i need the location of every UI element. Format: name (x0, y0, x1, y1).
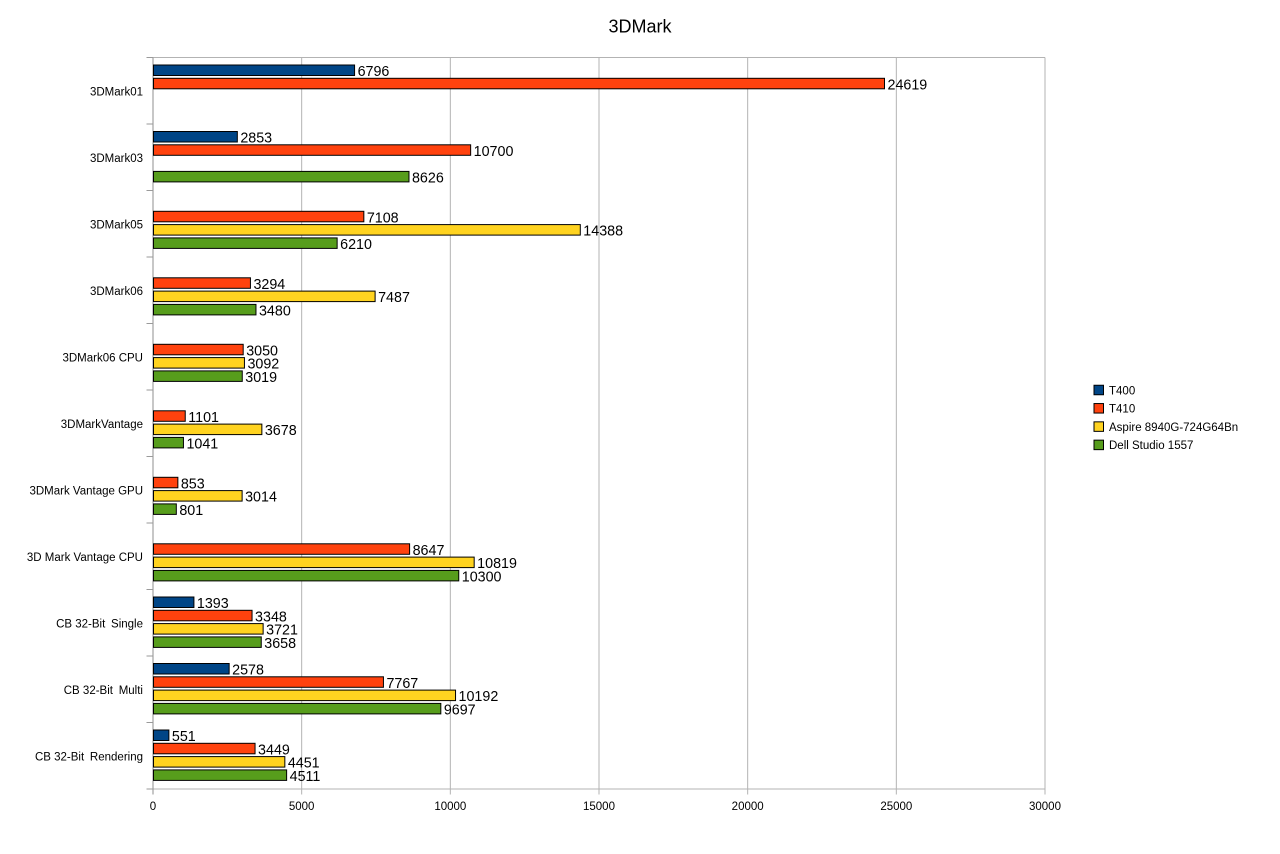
svg-text:3DMark03: 3DMark03 (90, 153, 143, 165)
svg-text:2853: 2853 (240, 131, 272, 147)
svg-text:8626: 8626 (412, 170, 444, 186)
svg-text:7767: 7767 (386, 676, 418, 692)
svg-text:3294: 3294 (253, 277, 285, 293)
svg-text:3DMark06: 3DMark06 (90, 286, 143, 298)
svg-text:3DMarkVantage: 3DMarkVantage (61, 419, 143, 431)
svg-text:CB 32-Bit Rendering: CB 32-Bit Rendering (35, 751, 143, 763)
svg-text:1393: 1393 (197, 596, 229, 612)
svg-text:3721: 3721 (266, 623, 298, 639)
svg-text:20000: 20000 (732, 801, 764, 813)
svg-text:Aspire 8940G-724G64Bn: Aspire 8940G-724G64Bn (1109, 422, 1238, 434)
svg-text:3480: 3480 (259, 303, 291, 319)
svg-text:853: 853 (181, 476, 205, 492)
svg-text:10819: 10819 (477, 556, 517, 572)
svg-text:10000: 10000 (434, 801, 466, 813)
svg-text:9697: 9697 (444, 702, 476, 718)
svg-text:3092: 3092 (247, 357, 279, 373)
svg-text:CB 32-Bit Single: CB 32-Bit Single (56, 618, 143, 630)
svg-text:Dell Studio 1557: Dell Studio 1557 (1109, 440, 1193, 452)
svg-text:10300: 10300 (462, 569, 502, 585)
svg-text:4511: 4511 (290, 769, 321, 785)
svg-text:3019: 3019 (245, 370, 277, 386)
svg-text:5000: 5000 (289, 801, 315, 813)
svg-text:3DMark05: 3DMark05 (90, 219, 143, 231)
svg-text:T400: T400 (1109, 385, 1135, 397)
svg-text:2578: 2578 (232, 663, 264, 679)
svg-text:10700: 10700 (474, 144, 514, 160)
svg-text:3DMark Vantage GPU: 3DMark Vantage GPU (29, 485, 143, 497)
svg-text:6796: 6796 (358, 64, 390, 80)
svg-text:4451: 4451 (288, 756, 320, 772)
svg-text:3348: 3348 (255, 609, 287, 625)
svg-text:8647: 8647 (413, 543, 445, 559)
svg-text:24619: 24619 (888, 77, 928, 93)
svg-text:3014: 3014 (245, 490, 277, 506)
svg-text:30000: 30000 (1029, 801, 1061, 813)
svg-text:7487: 7487 (378, 290, 410, 306)
svg-text:3DMark06 CPU: 3DMark06 CPU (62, 352, 143, 364)
svg-text:3DMark: 3DMark (608, 17, 672, 37)
svg-text:6210: 6210 (340, 237, 372, 253)
svg-text:15000: 15000 (583, 801, 615, 813)
svg-text:1041: 1041 (186, 436, 218, 452)
svg-text:CB 32-Bit Multi: CB 32-Bit Multi (64, 685, 143, 697)
svg-text:551: 551 (172, 729, 196, 745)
svg-text:0: 0 (150, 801, 156, 813)
svg-text:T410: T410 (1109, 404, 1135, 416)
svg-text:3658: 3658 (264, 636, 296, 652)
svg-text:7108: 7108 (367, 210, 399, 226)
svg-text:10192: 10192 (459, 689, 499, 705)
svg-text:25000: 25000 (880, 801, 912, 813)
svg-text:3DMark01: 3DMark01 (90, 86, 143, 98)
svg-text:3050: 3050 (246, 343, 278, 359)
svg-text:801: 801 (179, 503, 203, 519)
svg-text:1101: 1101 (188, 410, 219, 426)
svg-text:3678: 3678 (265, 423, 297, 439)
svg-text:3D Mark Vantage CPU: 3D Mark Vantage CPU (27, 552, 143, 564)
svg-text:14388: 14388 (583, 224, 623, 240)
svg-text:3449: 3449 (258, 742, 290, 758)
